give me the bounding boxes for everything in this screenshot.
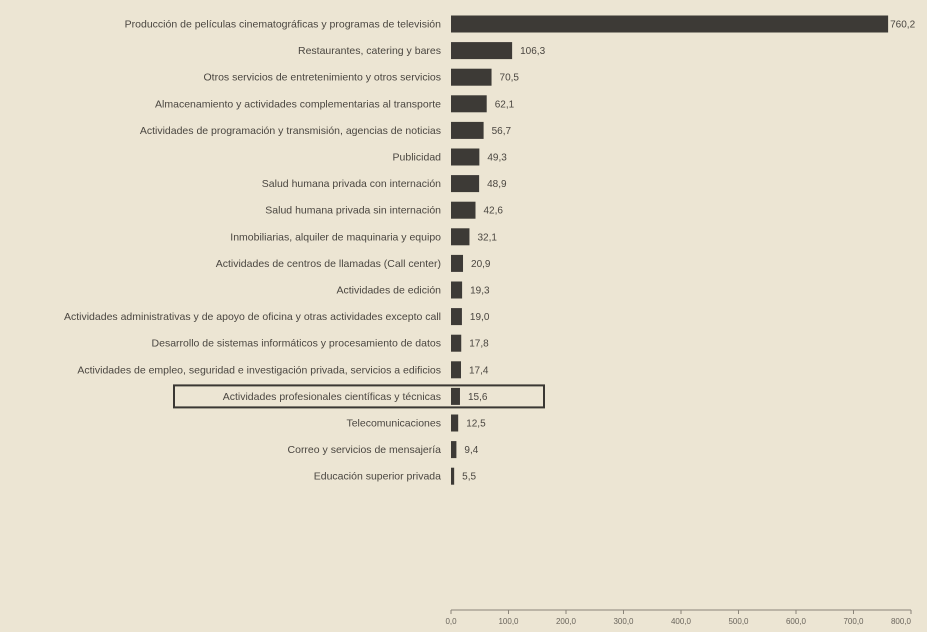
value-label: 19,3 xyxy=(470,286,490,297)
value-label: 760,2 xyxy=(890,20,915,31)
bar xyxy=(451,441,457,459)
bar xyxy=(451,308,462,326)
category-label: Telecomunicaciones xyxy=(346,418,441,430)
bar xyxy=(451,42,513,60)
bar xyxy=(451,148,480,166)
value-label: 19,0 xyxy=(470,312,490,323)
bar xyxy=(451,228,470,246)
bar xyxy=(451,175,480,193)
category-label: Inmobiliarias, alquiler de maquinaria y … xyxy=(230,231,441,243)
bar xyxy=(451,387,460,405)
category-label: Actividades de edición xyxy=(337,285,442,297)
value-label: 12,5 xyxy=(466,419,486,430)
x-tick-label: 300,0 xyxy=(613,617,634,626)
category-label: Salud humana privada con internación xyxy=(262,178,441,190)
chart-marks: Producción de películas cinematográficas… xyxy=(64,15,916,626)
bar xyxy=(451,95,487,113)
bar xyxy=(451,15,889,33)
highlight-box xyxy=(173,384,545,409)
value-label: 17,4 xyxy=(469,365,489,376)
value-label: 15,6 xyxy=(468,392,488,403)
x-tick-label: 600,0 xyxy=(786,617,807,626)
x-tick-label: 800,0 xyxy=(891,617,912,626)
x-tick-label: 200,0 xyxy=(556,617,577,626)
category-label: Otros servicios de entretenimiento y otr… xyxy=(203,72,441,84)
bar xyxy=(451,254,464,272)
category-label: Actividades de centros de llamadas (Call… xyxy=(216,258,441,270)
value-label: 48,9 xyxy=(487,179,507,190)
category-label: Salud humana privada sin internación xyxy=(265,205,441,217)
category-label: Restaurantes, catering y bares xyxy=(298,45,441,57)
value-label: 20,9 xyxy=(471,259,491,270)
category-label: Almacenamiento y actividades complementa… xyxy=(155,98,441,110)
category-label: Actividades profesionales científicas y … xyxy=(223,391,441,403)
value-label: 106,3 xyxy=(520,46,545,57)
bar xyxy=(451,467,455,485)
value-label: 9,4 xyxy=(464,445,478,456)
x-tick-label: 500,0 xyxy=(728,617,749,626)
value-label: 42,6 xyxy=(483,206,503,217)
bar xyxy=(451,68,492,86)
value-label: 49,3 xyxy=(487,153,507,164)
category-label: Actividades de programación y transmisió… xyxy=(140,125,441,137)
category-label: Educación superior privada xyxy=(314,471,441,483)
bar xyxy=(451,334,462,352)
category-label: Producción de películas cinematográficas… xyxy=(125,19,441,31)
value-label: 56,7 xyxy=(492,126,512,137)
bar xyxy=(451,414,459,432)
bar xyxy=(451,361,462,379)
category-label: Correo y servicios de mensajería xyxy=(288,444,442,456)
bar xyxy=(451,121,484,139)
value-label: 62,1 xyxy=(495,99,515,110)
bar xyxy=(451,281,463,299)
category-label: Publicidad xyxy=(393,152,442,164)
x-tick-label: 100,0 xyxy=(498,617,519,626)
x-tick-label: 700,0 xyxy=(843,617,864,626)
x-tick-label: 400,0 xyxy=(671,617,692,626)
value-label: 32,1 xyxy=(477,232,497,243)
category-label: Actividades de empleo, seguridad e inves… xyxy=(77,364,441,376)
category-label: Actividades administrativas y de apoyo d… xyxy=(64,311,441,323)
value-label: 70,5 xyxy=(500,73,520,84)
value-label: 5,5 xyxy=(462,472,476,483)
bar xyxy=(451,201,476,219)
category-label: Desarrollo de sistemas informáticos y pr… xyxy=(152,338,441,350)
x-tick-label: 0,0 xyxy=(445,617,457,626)
value-label: 17,8 xyxy=(469,339,489,350)
